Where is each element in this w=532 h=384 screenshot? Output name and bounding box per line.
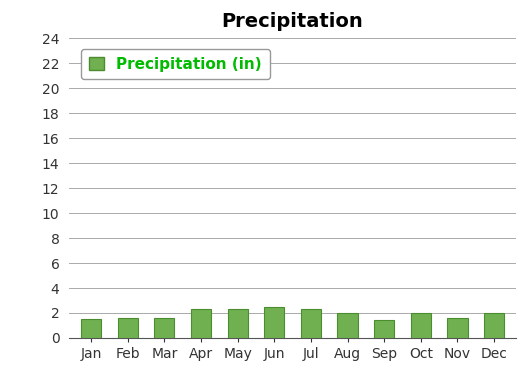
Bar xyxy=(301,309,321,338)
Bar xyxy=(447,318,468,338)
Bar xyxy=(118,318,138,338)
Legend: Precipitation (in): Precipitation (in) xyxy=(81,49,270,79)
Bar xyxy=(228,309,248,338)
Bar xyxy=(484,313,504,338)
Bar xyxy=(337,313,358,338)
Title: Precipitation: Precipitation xyxy=(222,12,363,31)
Bar xyxy=(374,320,394,338)
Bar xyxy=(264,307,285,338)
Bar xyxy=(411,313,431,338)
Bar xyxy=(154,318,174,338)
Bar xyxy=(191,309,211,338)
Bar xyxy=(81,319,101,338)
